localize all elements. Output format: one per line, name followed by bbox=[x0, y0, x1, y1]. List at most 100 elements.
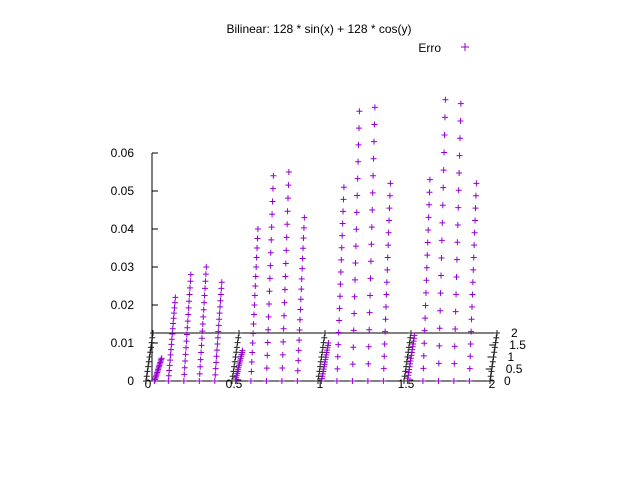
axis-column-point bbox=[408, 330, 414, 336]
z-tick-label: 0.04 bbox=[111, 222, 135, 236]
data-point bbox=[452, 308, 459, 315]
data-point bbox=[185, 304, 192, 311]
data-point bbox=[354, 192, 361, 199]
data-point bbox=[437, 290, 444, 297]
y-tick-label: 1 bbox=[508, 350, 515, 364]
data-point bbox=[279, 351, 286, 358]
data-point bbox=[386, 217, 393, 224]
data-point bbox=[350, 327, 357, 334]
data-point bbox=[421, 340, 428, 347]
z-tick-label: 0 bbox=[127, 374, 134, 388]
data-point bbox=[472, 205, 479, 212]
data-point bbox=[457, 117, 464, 124]
data-point bbox=[253, 254, 260, 261]
data-point bbox=[266, 301, 273, 308]
data-point bbox=[217, 297, 224, 304]
axis-column-point bbox=[317, 363, 324, 370]
data-point bbox=[281, 312, 288, 319]
axis-column-point bbox=[403, 363, 410, 370]
data-point bbox=[469, 291, 476, 298]
data-point bbox=[457, 100, 464, 107]
data-point bbox=[263, 365, 270, 372]
data-point bbox=[371, 121, 378, 128]
data-point bbox=[247, 378, 254, 384]
axis-column-point bbox=[320, 339, 327, 346]
legend-marker bbox=[461, 43, 469, 51]
data-point bbox=[426, 189, 433, 196]
data-point bbox=[167, 346, 174, 353]
data-point bbox=[352, 243, 359, 250]
data-point bbox=[201, 292, 208, 299]
axis-column-point bbox=[235, 334, 242, 341]
data-point bbox=[249, 340, 256, 346]
data-point bbox=[295, 347, 302, 354]
data-point bbox=[268, 224, 275, 231]
data-point bbox=[340, 196, 347, 203]
data-point bbox=[199, 321, 206, 327]
data-point bbox=[180, 378, 187, 384]
data-point bbox=[455, 187, 462, 194]
data-point bbox=[186, 284, 193, 291]
z-tick-label: 0.02 bbox=[111, 298, 135, 312]
data-point bbox=[202, 285, 209, 292]
data-point bbox=[356, 108, 363, 115]
data-point bbox=[371, 104, 378, 111]
data-point bbox=[269, 185, 276, 192]
data-point bbox=[439, 219, 446, 226]
axis-column-point bbox=[488, 368, 495, 375]
data-point bbox=[380, 378, 387, 384]
data-point bbox=[186, 291, 193, 298]
data-point bbox=[473, 180, 480, 187]
data-point bbox=[250, 311, 257, 318]
data-point bbox=[198, 335, 205, 342]
data-point bbox=[281, 286, 288, 293]
data-point bbox=[441, 114, 448, 121]
data-point bbox=[452, 325, 459, 332]
data-point bbox=[353, 226, 360, 233]
data-point bbox=[384, 266, 391, 273]
data-point bbox=[454, 239, 461, 246]
data-point bbox=[268, 236, 275, 243]
data-point bbox=[249, 349, 256, 356]
data-point bbox=[183, 331, 190, 338]
axis-column-point bbox=[145, 358, 152, 365]
data-point bbox=[266, 275, 273, 282]
data-point bbox=[383, 291, 390, 298]
data-point bbox=[364, 378, 371, 384]
data-point bbox=[471, 242, 478, 249]
axis-column-point bbox=[148, 339, 155, 346]
data-point bbox=[283, 234, 290, 241]
data-point bbox=[382, 316, 389, 323]
data-point bbox=[451, 343, 458, 350]
data-point bbox=[167, 357, 174, 364]
axis-column-point bbox=[149, 334, 156, 341]
data-point bbox=[254, 226, 261, 232]
data-point bbox=[252, 283, 259, 289]
data-point bbox=[197, 356, 204, 363]
data-point bbox=[187, 271, 194, 278]
data-point bbox=[183, 344, 190, 351]
data-point bbox=[453, 256, 460, 263]
data-point bbox=[253, 264, 260, 270]
axis-column-point bbox=[229, 373, 236, 380]
data-point bbox=[337, 268, 344, 275]
data-point bbox=[196, 370, 203, 377]
data-point bbox=[425, 226, 432, 233]
data-point bbox=[355, 158, 362, 165]
data-point bbox=[440, 184, 447, 191]
data-point bbox=[380, 365, 387, 372]
legend: Erro bbox=[418, 41, 469, 55]
y-tick-label: 0.5 bbox=[506, 362, 523, 376]
axis-column-point bbox=[405, 349, 412, 356]
data-point bbox=[336, 305, 343, 312]
data-point bbox=[181, 371, 188, 378]
z-tick-label: 0.06 bbox=[111, 146, 135, 160]
data-point bbox=[467, 353, 474, 360]
data-point bbox=[368, 224, 375, 231]
axis-column-point bbox=[317, 358, 324, 365]
axis-column-point bbox=[147, 344, 154, 351]
data-point bbox=[200, 313, 207, 320]
data-point bbox=[336, 317, 343, 324]
data-point bbox=[436, 325, 443, 332]
z-tick-label: 0.01 bbox=[111, 336, 135, 350]
